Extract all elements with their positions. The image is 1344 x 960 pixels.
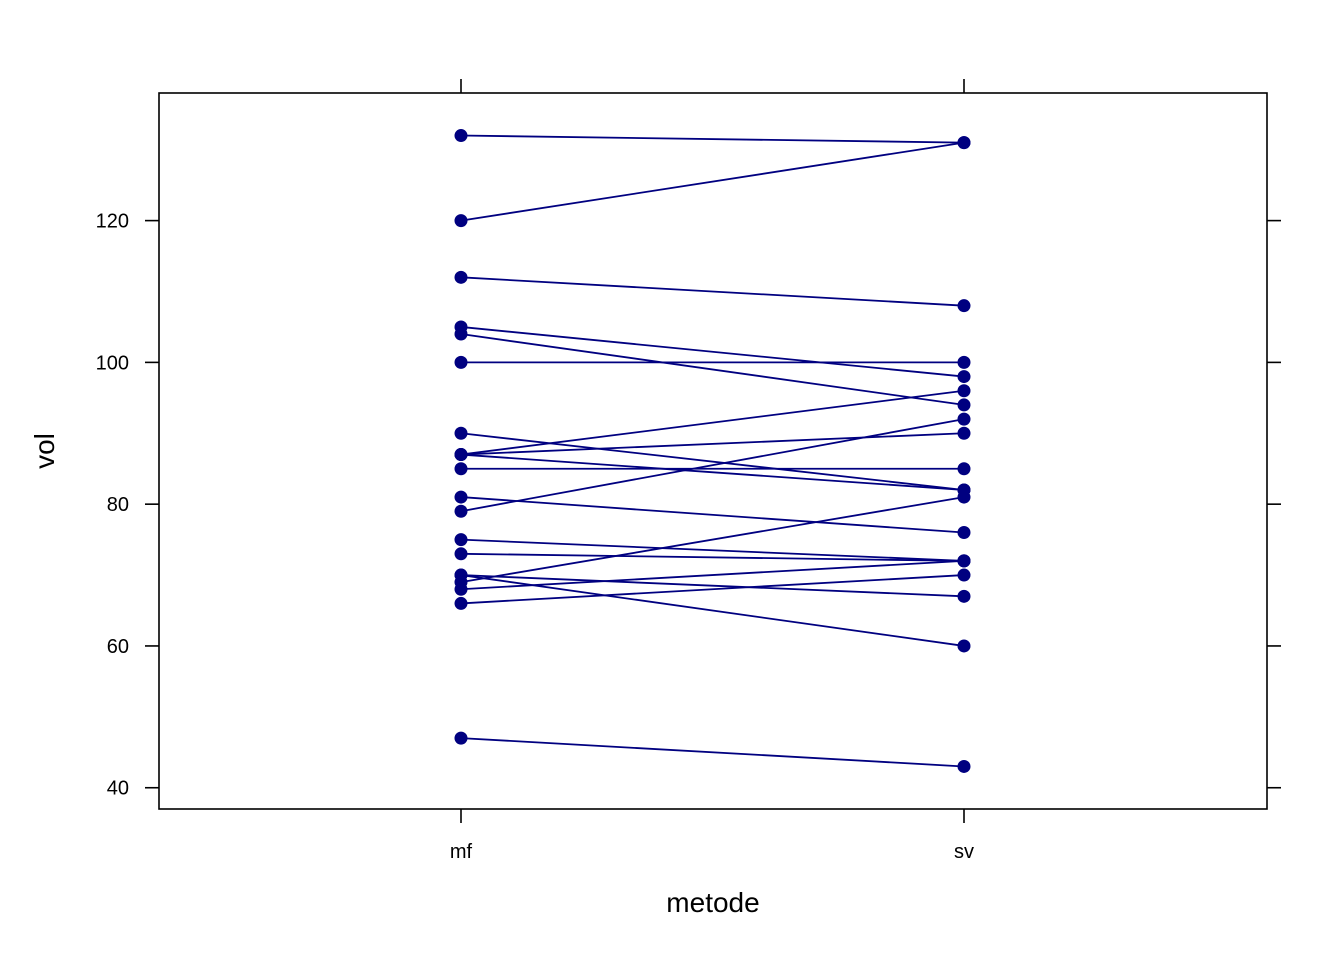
paired-series — [454, 129, 971, 773]
point-mf-10 — [454, 448, 468, 462]
point-sv-8 — [957, 426, 971, 440]
point-mf-12 — [454, 490, 468, 504]
point-mf-19 — [454, 582, 468, 596]
point-sv-3 — [957, 299, 971, 313]
point-sv-6 — [957, 355, 971, 369]
pair-line-5 — [460, 333, 965, 406]
point-mf-5 — [454, 327, 468, 341]
point-sv-2 — [957, 136, 971, 150]
point-mf-2 — [454, 214, 468, 228]
point-sv-20 — [957, 568, 971, 582]
point-sv-13 — [957, 412, 971, 426]
y-tick-label-60: 60 — [107, 636, 129, 658]
pair-line-14 — [460, 538, 965, 562]
point-sv-19 — [957, 554, 971, 568]
pair-line-10 — [460, 453, 965, 491]
point-sv-9 — [957, 384, 971, 398]
pair-line-19 — [460, 559, 965, 591]
point-mf-15 — [454, 547, 468, 561]
point-sv-18 — [957, 589, 971, 603]
pair-line-18 — [460, 574, 965, 598]
pair-line-8 — [460, 432, 965, 456]
point-mf-13 — [454, 504, 468, 518]
pair-line-20 — [460, 574, 965, 605]
point-mf-1 — [454, 129, 468, 143]
point-sv-17 — [957, 490, 971, 504]
point-mf-18 — [454, 568, 468, 582]
point-sv-4 — [957, 370, 971, 384]
point-mf-11 — [454, 462, 468, 476]
pair-line-12 — [460, 496, 965, 534]
pair-line-2 — [460, 141, 965, 222]
y-tick-label-40: 40 — [107, 778, 129, 800]
x-tick-label-mf: mf — [450, 841, 473, 863]
y-axis-label: vol — [29, 433, 60, 469]
x-axis: mf sv — [450, 79, 974, 863]
point-mf-3 — [454, 270, 468, 284]
point-sv-11 — [957, 462, 971, 476]
y-axis: 40 60 80 100 120 — [96, 211, 1281, 800]
pair-line-13 — [460, 418, 965, 513]
pair-line-15 — [460, 552, 965, 562]
point-mf-7 — [454, 426, 468, 440]
pair-line-4 — [460, 326, 965, 378]
point-sv-5 — [957, 398, 971, 412]
y-tick-label-100: 100 — [96, 352, 129, 374]
y-tick-label-80: 80 — [107, 494, 129, 516]
point-mf-6 — [454, 355, 468, 369]
pair-line-9 — [460, 389, 965, 456]
point-mf-21 — [454, 731, 468, 745]
pair-line-17 — [460, 496, 965, 584]
y-tick-label-120: 120 — [96, 211, 129, 233]
pair-line-7 — [460, 432, 965, 491]
point-sv-21 — [957, 759, 971, 773]
x-axis-label: metode — [666, 887, 759, 918]
plot-frame — [158, 92, 1268, 810]
pair-line-21 — [460, 737, 965, 768]
point-mf-14 — [454, 533, 468, 547]
point-mf-20 — [454, 596, 468, 610]
point-sv-16 — [957, 639, 971, 653]
pair-line-3 — [460, 276, 965, 307]
x-tick-label-sv: sv — [954, 841, 974, 863]
point-sv-12 — [957, 526, 971, 540]
pair-line-16 — [460, 574, 965, 647]
pair-line-1 — [460, 134, 965, 144]
